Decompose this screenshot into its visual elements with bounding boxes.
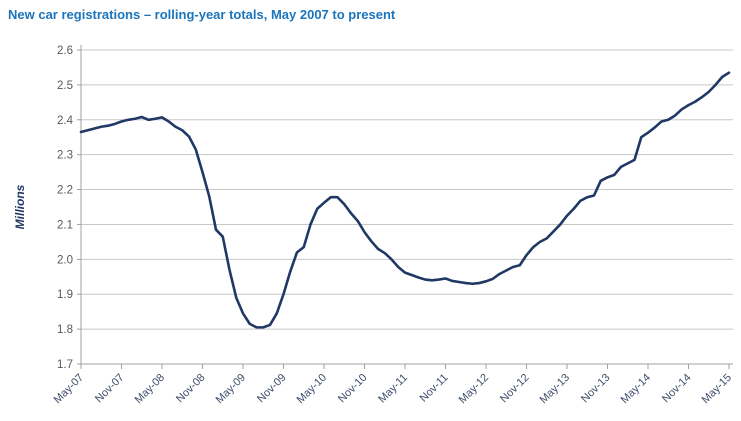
x-tick-label: Nov-08 xyxy=(174,372,208,406)
y-tick-label: 2.3 xyxy=(57,150,73,162)
y-tick-label: 1.9 xyxy=(57,289,73,301)
y-tick-label: 2.4 xyxy=(57,115,74,127)
x-tick-label: Nov-13 xyxy=(579,372,613,406)
y-tick-label: 2.5 xyxy=(57,80,73,92)
x-tick-label: Nov-09 xyxy=(255,372,289,406)
x-tick-label: Nov-12 xyxy=(498,372,532,406)
data-line xyxy=(79,71,731,329)
y-tick-label: 1.8 xyxy=(57,324,73,336)
x-tick-label: May-15 xyxy=(700,372,734,406)
x-tick-label: Nov-11 xyxy=(418,372,451,405)
x-tick-label: May-08 xyxy=(133,372,167,406)
x-tick-label: May-10 xyxy=(295,372,329,406)
x-tick-label: May-14 xyxy=(619,372,653,406)
y-tick-label: 2.2 xyxy=(57,185,73,197)
x-tick-label: May-13 xyxy=(538,372,572,406)
x-tick-label: May-12 xyxy=(457,372,491,406)
y-tick-label: 2.1 xyxy=(57,219,73,231)
x-tick-label: May-07 xyxy=(52,372,86,406)
x-tick-label: May-09 xyxy=(214,372,248,406)
x-tick-label: Nov-07 xyxy=(93,372,127,406)
y-tick-label: 1.7 xyxy=(57,359,73,371)
y-tick-label: 2.6 xyxy=(57,45,73,57)
x-tick-label: Nov-14 xyxy=(660,372,694,406)
x-tick-label: May-11 xyxy=(376,372,410,406)
y-tick-label: 2.0 xyxy=(57,254,73,266)
x-tick-label: Nov-10 xyxy=(336,372,370,406)
chart-title: New car registrations – rolling-year tot… xyxy=(8,7,396,22)
